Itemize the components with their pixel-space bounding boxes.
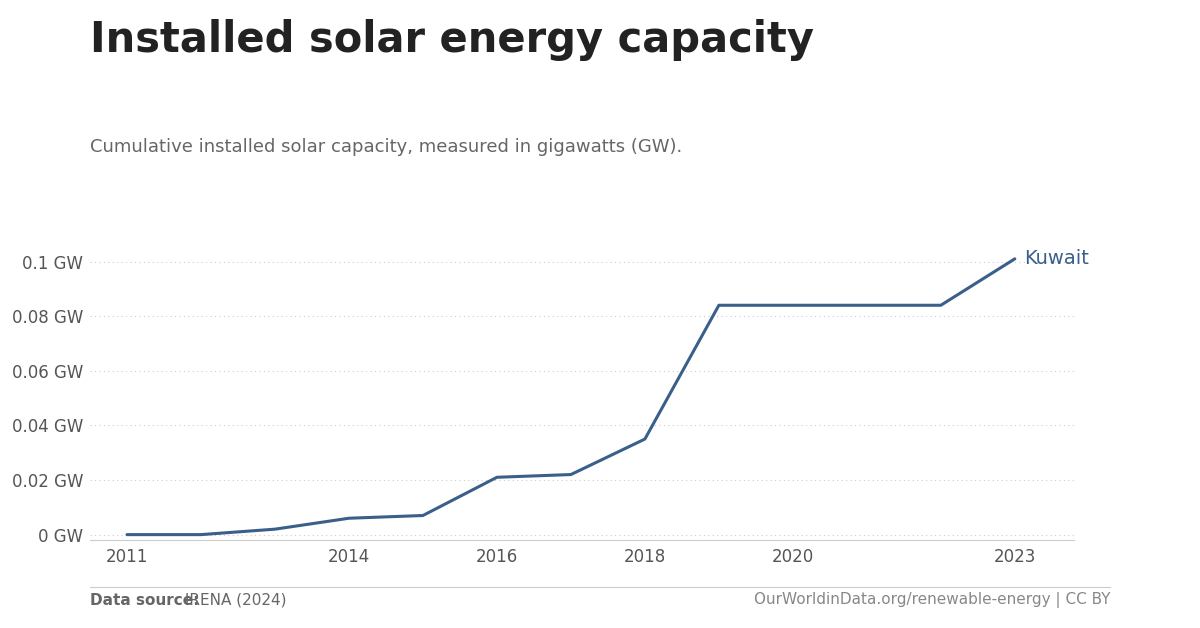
Text: IRENA (2024): IRENA (2024) [180, 593, 287, 608]
Text: Kuwait: Kuwait [1024, 249, 1088, 268]
Text: Data source:: Data source: [90, 593, 199, 608]
Text: OurWorldinData.org/renewable-energy | CC BY: OurWorldinData.org/renewable-energy | CC… [754, 592, 1110, 608]
Text: in Data: in Data [1078, 94, 1139, 109]
Text: Our World: Our World [1064, 53, 1152, 68]
Text: Installed solar energy capacity: Installed solar energy capacity [90, 19, 814, 61]
Text: Cumulative installed solar capacity, measured in gigawatts (GW).: Cumulative installed solar capacity, mea… [90, 138, 683, 156]
